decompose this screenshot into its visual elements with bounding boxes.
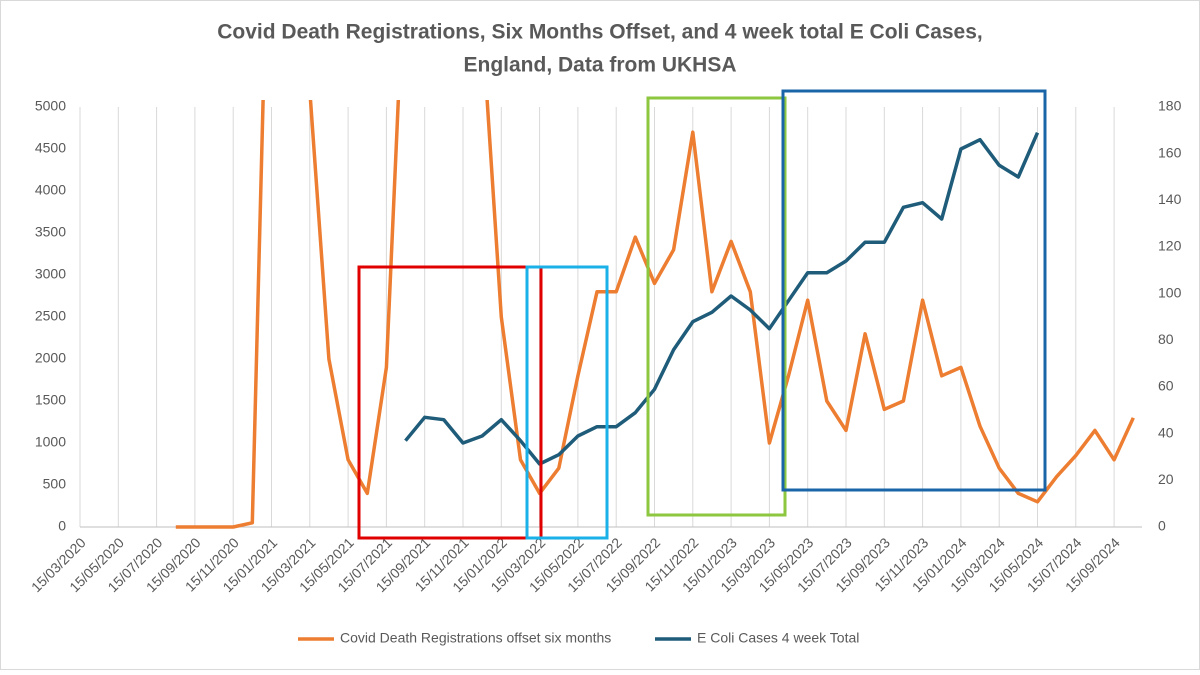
highlight-box (357, 265, 543, 540)
y-tick-label: 0 (58, 518, 66, 534)
y2-tick-label: 60 (1158, 378, 1174, 394)
y2-tick-label: 120 (1158, 238, 1182, 254)
y-tick-label: 2000 (35, 350, 66, 366)
y2-tick-label: 0 (1158, 518, 1166, 534)
highlight-box (646, 96, 787, 517)
y-tick-label: 5000 (35, 98, 66, 114)
y2-tick-label: 20 (1158, 471, 1174, 487)
y2-tick-label: 40 (1158, 424, 1174, 440)
y2-tick-label: 160 (1158, 144, 1182, 160)
y-tick-label: 4000 (35, 182, 66, 198)
legend-label: Covid Death Registrations offset six mon… (340, 630, 611, 646)
y-tick-label: 500 (43, 476, 67, 492)
plot-area (175, 100, 1135, 529)
y-tick-label: 2500 (35, 308, 66, 324)
y-tick-label: 4500 (35, 140, 66, 156)
legend-label: E Coli Cases 4 week Total (697, 630, 859, 646)
y-tick-label: 1500 (35, 392, 66, 408)
chart-subtitle: England, Data from UKHSA (463, 54, 736, 77)
y-tick-label: 3500 (35, 224, 66, 240)
y2-tick-label: 100 (1158, 284, 1182, 300)
y2-tick-label: 80 (1158, 331, 1174, 347)
y2-tick-label: 140 (1158, 191, 1182, 207)
chart-title: Covid Death Registrations, Six Months Of… (217, 21, 983, 44)
y2-tick-label: 180 (1158, 98, 1182, 114)
y-tick-label: 1000 (35, 434, 66, 450)
series-line (404, 132, 1040, 466)
highlight-box (525, 265, 609, 540)
y-tick-label: 3000 (35, 266, 66, 282)
series-line (175, 100, 1135, 529)
grid (79, 107, 1142, 528)
legend: Covid Death Registrations offset six mon… (298, 630, 859, 646)
highlight-box (781, 89, 1047, 492)
